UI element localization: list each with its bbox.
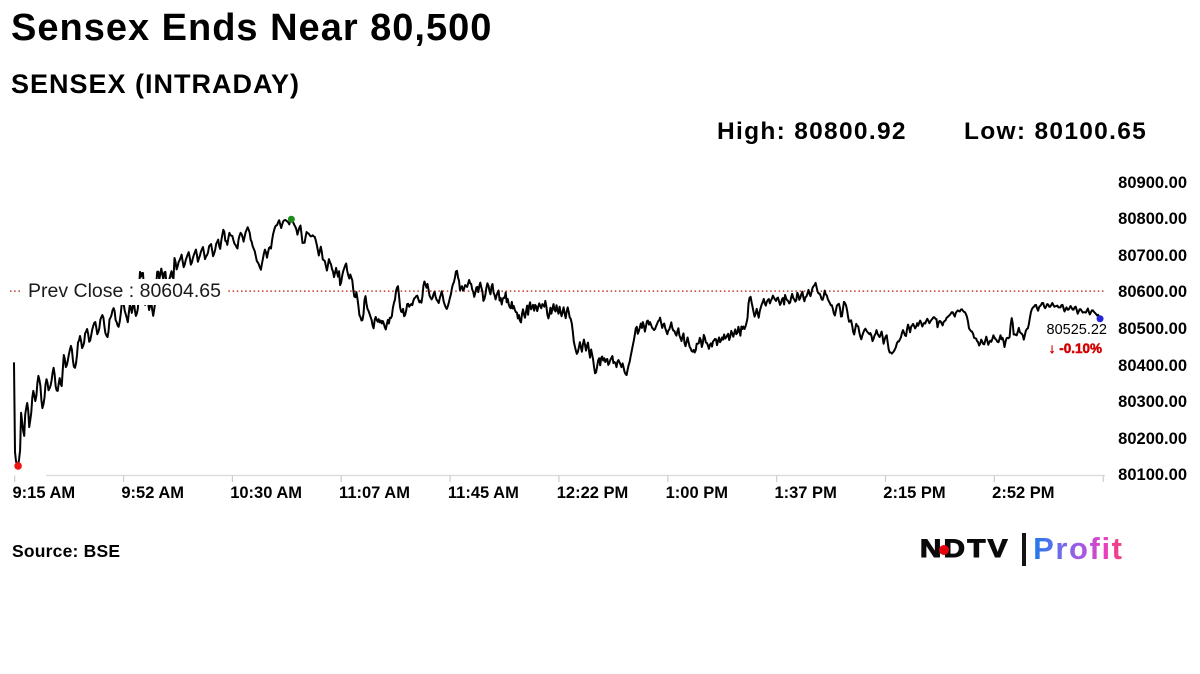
y-axis-label: 80800.00 bbox=[1118, 210, 1187, 229]
ndtv-wordmark: NDTV bbox=[919, 534, 1010, 563]
x-axis-label: 10:30 AM bbox=[230, 484, 303, 502]
x-axis-label: 11:45 AM bbox=[447, 484, 519, 502]
last-price-value: 80525.22 bbox=[1046, 322, 1107, 338]
high-value: 80800.92 bbox=[794, 118, 907, 145]
high-label: High: bbox=[717, 118, 787, 145]
last-marker-dot bbox=[1096, 315, 1104, 323]
logo-separator-bar bbox=[1022, 532, 1027, 566]
ndtv-profit-logo: NDTV Profit bbox=[919, 530, 1124, 568]
high-marker-dot bbox=[287, 215, 295, 223]
y-axis-label: 80300.00 bbox=[1118, 393, 1187, 412]
change-percent: -0.10% bbox=[1059, 341, 1102, 357]
low-stat: Low: 80100.65 bbox=[964, 118, 1147, 146]
y-axis-label: 80700.00 bbox=[1118, 246, 1187, 265]
chart-subtitle: SENSEX (INTRADAY) bbox=[11, 69, 301, 99]
y-axis-label: 80100.00 bbox=[1118, 466, 1187, 485]
down-arrow-icon: ↓ bbox=[1048, 341, 1056, 357]
low-label: Low: bbox=[964, 118, 1027, 145]
x-axis-label: 2:15 PM bbox=[883, 484, 946, 502]
x-axis-label: 9:15 AM bbox=[12, 484, 76, 502]
ndtv-logo-dot-icon bbox=[939, 545, 949, 555]
x-axis-label: 9:52 AM bbox=[121, 484, 185, 502]
last-price-box: 80525.22 ↓ -0.10% bbox=[1046, 322, 1108, 356]
last-price-change: ↓ -0.10% bbox=[1046, 341, 1108, 357]
prev-close-label: Prev Close : 80604.65 bbox=[22, 278, 227, 305]
low-value: 80100.65 bbox=[1034, 118, 1148, 145]
y-axis-label: 80200.00 bbox=[1118, 429, 1187, 448]
x-axis-label: 1:37 PM bbox=[774, 484, 837, 502]
low-marker-dot bbox=[14, 462, 22, 470]
price-line bbox=[13, 218, 1101, 467]
x-axis-label: 2:52 PM bbox=[992, 484, 1055, 502]
page-title: Sensex Ends Near 80,500 bbox=[11, 7, 493, 49]
y-axis-label: 80600.00 bbox=[1118, 283, 1187, 302]
y-axis-label: 80500.00 bbox=[1118, 319, 1187, 338]
y-axis-label: 80400.00 bbox=[1118, 356, 1187, 375]
high-stat: High: 80800.92 bbox=[717, 118, 907, 146]
x-axis-label: 11:07 AM bbox=[339, 484, 410, 502]
profit-wordmark: Profit bbox=[1033, 531, 1124, 566]
source-label: Source: BSE bbox=[12, 541, 121, 561]
y-axis-label: 80900.00 bbox=[1118, 173, 1187, 192]
x-axis-label: 12:22 PM bbox=[556, 484, 629, 502]
x-axis-label: 1:00 PM bbox=[665, 484, 728, 502]
